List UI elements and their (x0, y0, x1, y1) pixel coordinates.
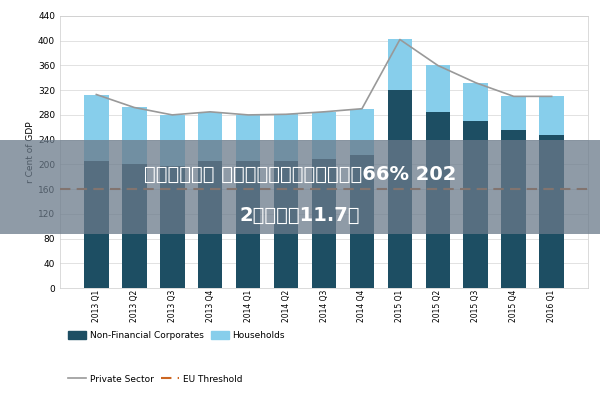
Bar (388, 40, 412, 90)
Bar (311, 160, 337, 288)
Bar (84, 94, 109, 161)
Bar (463, 121, 488, 288)
Legend: Private Sector, EU Threshold: Private Sector, EU Threshold (65, 371, 245, 388)
Bar (502, 130, 526, 288)
Bar (160, 166, 185, 288)
Bar (539, 135, 564, 288)
Bar (160, 115, 185, 166)
Text: 2年上市募11.7亿: 2年上市募11.7亿 (240, 206, 360, 225)
Bar (350, 155, 374, 288)
Bar (236, 161, 260, 288)
Bar (502, 96, 526, 130)
Bar (84, 161, 109, 288)
Bar (198, 161, 223, 288)
Bar (463, 83, 488, 121)
Y-axis label: r Cent of GDP: r Cent of GDP (26, 121, 35, 183)
Bar (350, 109, 374, 155)
Bar (122, 108, 146, 164)
Bar (274, 114, 298, 161)
Bar (311, 112, 337, 160)
Bar (388, 90, 412, 288)
Bar (236, 115, 260, 161)
Bar (274, 161, 298, 288)
Text: 姜堰股票配资 破发股山外山上半年净利降66% 202: 姜堰股票配资 破发股山外山上半年净利降66% 202 (144, 164, 456, 184)
Legend: Non-Financial Corporates, Households: Non-Financial Corporates, Households (65, 327, 289, 344)
Bar (198, 112, 223, 161)
Bar (539, 96, 564, 135)
Bar (122, 164, 146, 288)
Bar (425, 112, 450, 288)
Bar (425, 66, 450, 112)
